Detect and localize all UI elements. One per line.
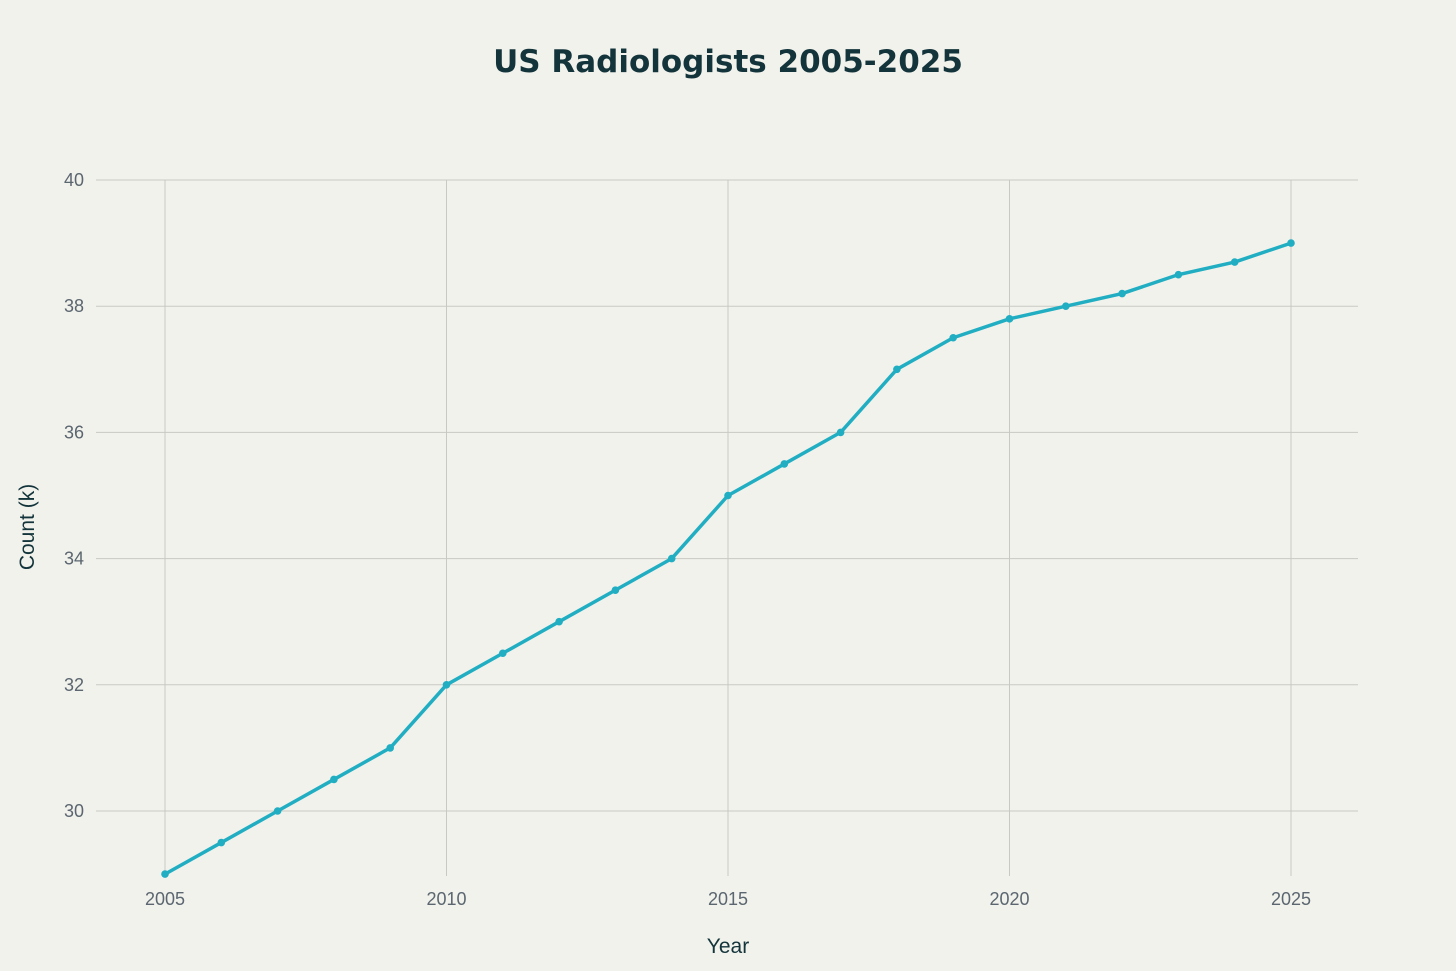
data-point-2023 bbox=[1174, 270, 1183, 279]
x-tick-label-2005: 2005 bbox=[145, 889, 185, 909]
y-tick-label-38: 38 bbox=[64, 296, 84, 316]
x-tick-label-2015: 2015 bbox=[708, 889, 748, 909]
data-point-2010 bbox=[442, 681, 451, 689]
y-tick-label-32: 32 bbox=[64, 675, 84, 695]
grid bbox=[96, 179, 1358, 876]
x-tick-label-2020: 2020 bbox=[989, 889, 1029, 909]
data-point-2012 bbox=[555, 617, 563, 626]
data-point-2006 bbox=[217, 838, 226, 847]
data-point-2018 bbox=[893, 365, 901, 374]
data-point-2014 bbox=[667, 554, 676, 563]
data-point-2013 bbox=[611, 586, 620, 594]
data-point-2021 bbox=[1062, 302, 1070, 311]
data-point-2024 bbox=[1230, 258, 1239, 266]
series-layer bbox=[161, 239, 1295, 878]
y-tick-label-34: 34 bbox=[64, 549, 84, 569]
data-point-2011 bbox=[499, 649, 507, 658]
y-tick-label-40: 40 bbox=[64, 170, 84, 190]
data-point-2005 bbox=[161, 870, 169, 878]
y-axis-ticks: 30 32 34 36 38 40 bbox=[64, 170, 84, 821]
data-point-2008 bbox=[330, 775, 338, 784]
data-point-2025 bbox=[1287, 239, 1295, 247]
x-tick-label-2010: 2010 bbox=[426, 889, 466, 909]
y-axis-label: Count (k) bbox=[16, 484, 39, 570]
x-tick-label-2025: 2025 bbox=[1271, 889, 1311, 909]
data-point-2022 bbox=[1118, 289, 1126, 298]
y-tick-label-36: 36 bbox=[64, 422, 84, 442]
x-axis-label: Year bbox=[707, 935, 749, 958]
y-tick-label-30: 30 bbox=[64, 801, 84, 821]
data-point-2009 bbox=[386, 744, 395, 752]
x-axis-ticks: 2005 2010 2015 2020 2025 bbox=[145, 889, 1311, 909]
chart-title: US Radiologists 2005-2025 bbox=[493, 44, 963, 80]
data-point-2017 bbox=[836, 428, 845, 437]
data-point-2019 bbox=[949, 333, 957, 342]
data-point-2015 bbox=[724, 491, 732, 500]
data-point-2007 bbox=[273, 807, 282, 815]
data-point-2016 bbox=[780, 460, 789, 468]
data-point-2020 bbox=[1005, 315, 1014, 323]
